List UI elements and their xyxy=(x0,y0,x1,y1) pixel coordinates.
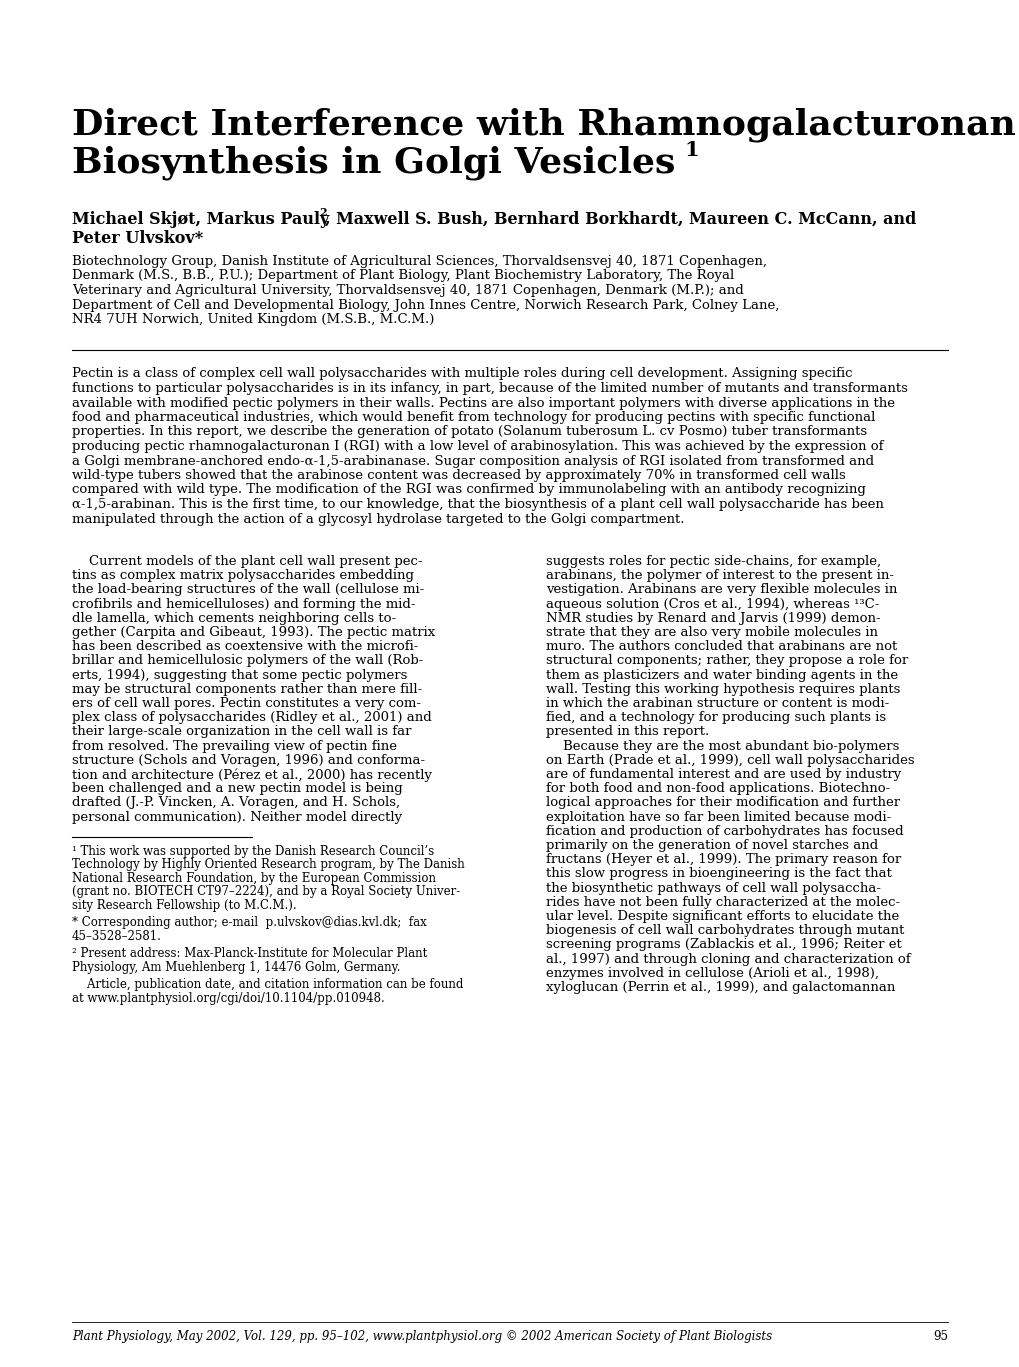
Text: rides have not been fully characterized at the molec-: rides have not been fully characterized … xyxy=(545,895,899,909)
Text: 95: 95 xyxy=(932,1330,947,1342)
Text: Veterinary and Agricultural University, Thorvaldsensvej 40, 1871 Copenhagen, Den: Veterinary and Agricultural University, … xyxy=(72,284,743,297)
Text: a Golgi membrane-anchored endo-α-1,5-arabinanase. Sugar composition analysis of : a Golgi membrane-anchored endo-α-1,5-ara… xyxy=(72,454,873,468)
Text: aqueous solution (Cros et al., 1994), whereas ¹³C-: aqueous solution (Cros et al., 1994), wh… xyxy=(545,597,878,611)
Text: structural components; rather, they propose a role for: structural components; rather, they prop… xyxy=(545,655,907,667)
Text: fructans (Heyer et al., 1999). The primary reason for: fructans (Heyer et al., 1999). The prima… xyxy=(545,853,901,867)
Text: Denmark (M.S., B.B., P.U.); Department of Plant Biology, Plant Biochemistry Labo: Denmark (M.S., B.B., P.U.); Department o… xyxy=(72,269,734,283)
Text: xyloglucan (Perrin et al., 1999), and galactomannan: xyloglucan (Perrin et al., 1999), and ga… xyxy=(545,982,895,994)
Text: 1: 1 xyxy=(684,139,698,160)
Text: sity Research Fellowship (to M.C.M.).: sity Research Fellowship (to M.C.M.). xyxy=(72,898,297,912)
Text: fied, and a technology for producing such plants is: fied, and a technology for producing suc… xyxy=(545,711,886,725)
Text: plex class of polysaccharides (Ridley et al., 2001) and: plex class of polysaccharides (Ridley et… xyxy=(72,711,431,725)
Text: Biotechnology Group, Danish Institute of Agricultural Sciences, Thorvaldsensvej : Biotechnology Group, Danish Institute of… xyxy=(72,256,766,268)
Text: tins as complex matrix polysaccharides embedding: tins as complex matrix polysaccharides e… xyxy=(72,569,414,582)
Text: structure (Schols and Voragen, 1996) and conforma-: structure (Schols and Voragen, 1996) and… xyxy=(72,753,425,767)
Text: vestigation. Arabinans are very flexible molecules in: vestigation. Arabinans are very flexible… xyxy=(545,584,897,596)
Text: in which the arabinan structure or content is modi-: in which the arabinan structure or conte… xyxy=(545,697,889,709)
Text: ers of cell wall pores. Pectin constitutes a very com-: ers of cell wall pores. Pectin constitut… xyxy=(72,697,421,709)
Text: erts, 1994), suggesting that some pectic polymers: erts, 1994), suggesting that some pectic… xyxy=(72,668,407,682)
Text: available with modified pectic polymers in their walls. Pectins are also importa: available with modified pectic polymers … xyxy=(72,396,894,410)
Text: 2: 2 xyxy=(319,206,326,217)
Text: Current models of the plant cell wall present pec-: Current models of the plant cell wall pr… xyxy=(72,555,422,569)
Text: Peter Ulvskov*: Peter Ulvskov* xyxy=(72,230,203,247)
Text: tion and architecture (Pérez et al., 2000) has recently: tion and architecture (Pérez et al., 200… xyxy=(72,768,432,782)
Text: personal communication). Neither model directly: personal communication). Neither model d… xyxy=(72,811,401,823)
Text: may be structural components rather than mere fill-: may be structural components rather than… xyxy=(72,682,422,696)
Text: fication and production of carbohydrates has focused: fication and production of carbohydrates… xyxy=(545,824,903,838)
Text: primarily on the generation of novel starches and: primarily on the generation of novel sta… xyxy=(545,839,877,852)
Text: are of fundamental interest and are used by industry: are of fundamental interest and are used… xyxy=(545,768,901,781)
Text: at www.plantphysiol.org/cgi/doi/10.1104/pp.010948.: at www.plantphysiol.org/cgi/doi/10.1104/… xyxy=(72,992,384,1005)
Text: strate that they are also very mobile molecules in: strate that they are also very mobile mo… xyxy=(545,626,877,638)
Text: them as plasticizers and water binding agents in the: them as plasticizers and water binding a… xyxy=(545,668,898,682)
Text: biogenesis of cell wall carbohydrates through mutant: biogenesis of cell wall carbohydrates th… xyxy=(545,924,904,938)
Text: National Research Foundation, by the European Commission: National Research Foundation, by the Eur… xyxy=(72,872,435,884)
Text: * Corresponding author; e-mail  p.ulvskov@dias.kvl.dk;  fax: * Corresponding author; e-mail p.ulvskov… xyxy=(72,916,426,930)
Text: crofibrils and hemicelluloses) and forming the mid-: crofibrils and hemicelluloses) and formi… xyxy=(72,597,415,611)
Text: producing pectic rhamnogalacturonan I (RGI) with a low level of arabinosylation.: producing pectic rhamnogalacturonan I (R… xyxy=(72,440,882,452)
Text: on Earth (Prade et al., 1999), cell wall polysaccharides: on Earth (Prade et al., 1999), cell wall… xyxy=(545,753,914,767)
Text: food and pharmaceutical industries, which would benefit from technology for prod: food and pharmaceutical industries, whic… xyxy=(72,411,874,424)
Text: the biosynthetic pathways of cell wall polysaccha-: the biosynthetic pathways of cell wall p… xyxy=(545,882,880,894)
Text: (grant no. BIOTECH CT97–2224), and by a Royal Society Univer-: (grant no. BIOTECH CT97–2224), and by a … xyxy=(72,886,460,898)
Text: Technology by Highly Oriented Research program, by The Danish: Technology by Highly Oriented Research p… xyxy=(72,858,465,871)
Text: manipulated through the action of a glycosyl hydrolase targeted to the Golgi com: manipulated through the action of a glyc… xyxy=(72,513,684,525)
Text: their large-scale organization in the cell wall is far: their large-scale organization in the ce… xyxy=(72,726,411,738)
Text: gether (Carpita and Gibeaut, 1993). The pectic matrix: gether (Carpita and Gibeaut, 1993). The … xyxy=(72,626,435,638)
Text: arabinans, the polymer of interest to the present in-: arabinans, the polymer of interest to th… xyxy=(545,569,893,582)
Text: this slow progress in bioengineering is the fact that: this slow progress in bioengineering is … xyxy=(545,868,891,880)
Text: Pectin is a class of complex cell wall polysaccharides with multiple roles durin: Pectin is a class of complex cell wall p… xyxy=(72,368,852,380)
Text: ¹ This work was supported by the Danish Research Council’s: ¹ This work was supported by the Danish … xyxy=(72,845,434,858)
Text: compared with wild type. The modification of the RGI was confirmed by immunolabe: compared with wild type. The modificatio… xyxy=(72,484,865,496)
Text: NMR studies by Renard and Jarvis (1999) demon-: NMR studies by Renard and Jarvis (1999) … xyxy=(545,612,879,625)
Text: from resolved. The prevailing view of pectin fine: from resolved. The prevailing view of pe… xyxy=(72,740,396,753)
Text: presented in this report.: presented in this report. xyxy=(545,726,708,738)
Text: has been described as coextensive with the microfi-: has been described as coextensive with t… xyxy=(72,640,418,653)
Text: Plant Physiology, May 2002, Vol. 129, pp. 95–102, www.plantphysiol.org © 2002 Am: Plant Physiology, May 2002, Vol. 129, pp… xyxy=(72,1330,771,1342)
Text: wall. Testing this working hypothesis requires plants: wall. Testing this working hypothesis re… xyxy=(545,682,900,696)
Text: Department of Cell and Developmental Biology, John Innes Centre, Norwich Researc: Department of Cell and Developmental Bio… xyxy=(72,298,779,312)
Text: Michael Skjøt, Markus Pauly: Michael Skjøt, Markus Pauly xyxy=(72,211,329,228)
Text: screening programs (Zablackis et al., 1996; Reiter et: screening programs (Zablackis et al., 19… xyxy=(545,938,901,951)
Text: functions to particular polysaccharides is in its infancy, in part, because of t: functions to particular polysaccharides … xyxy=(72,381,907,395)
Text: been challenged and a new pectin model is being: been challenged and a new pectin model i… xyxy=(72,782,403,796)
Text: Article, publication date, and citation information can be found: Article, publication date, and citation … xyxy=(72,979,463,991)
Text: drafted (J.-P. Vincken, A. Voragen, and H. Schols,: drafted (J.-P. Vincken, A. Voragen, and … xyxy=(72,797,399,809)
Text: wild-type tubers showed that the arabinose content was decreased by approximatel: wild-type tubers showed that the arabino… xyxy=(72,469,845,483)
Text: ² Present address: Max-Planck-Institute for Molecular Plant: ² Present address: Max-Planck-Institute … xyxy=(72,947,427,960)
Text: enzymes involved in cellulose (Arioli et al., 1998),: enzymes involved in cellulose (Arioli et… xyxy=(545,966,878,980)
Text: for both food and non-food applications. Biotechno-: for both food and non-food applications.… xyxy=(545,782,890,796)
Text: dle lamella, which cements neighboring cells to-: dle lamella, which cements neighboring c… xyxy=(72,612,395,625)
Text: , Maxwell S. Bush, Bernhard Borkhardt, Maureen C. McCann, and: , Maxwell S. Bush, Bernhard Borkhardt, M… xyxy=(325,211,915,228)
Text: NR4 7UH Norwich, United Kingdom (M.S.B., M.C.M.): NR4 7UH Norwich, United Kingdom (M.S.B.,… xyxy=(72,313,434,325)
Text: Direct Interference with Rhamnogalacturonan I: Direct Interference with Rhamnogalacturo… xyxy=(72,108,1019,142)
Text: Because they are the most abundant bio-polymers: Because they are the most abundant bio-p… xyxy=(545,740,899,753)
Text: α-1,5-arabinan. This is the first time, to our knowledge, that the biosynthesis : α-1,5-arabinan. This is the first time, … xyxy=(72,498,883,511)
Text: al., 1997) and through cloning and characterization of: al., 1997) and through cloning and chara… xyxy=(545,953,910,965)
Text: properties. In this report, we describe the generation of potato (Solanum tubero: properties. In this report, we describe … xyxy=(72,425,866,439)
Text: ular level. Despite significant efforts to elucidate the: ular level. Despite significant efforts … xyxy=(545,910,899,923)
Text: Biosynthesis in Golgi Vesicles: Biosynthesis in Golgi Vesicles xyxy=(72,146,675,180)
Text: the load-bearing structures of the wall (cellulose mi-: the load-bearing structures of the wall … xyxy=(72,584,424,596)
Text: 45–3528–2581.: 45–3528–2581. xyxy=(72,930,162,943)
Text: exploitation have so far been limited because modi-: exploitation have so far been limited be… xyxy=(545,811,891,823)
Text: Physiology, Am Muehlenberg 1, 14476 Golm, Germany.: Physiology, Am Muehlenberg 1, 14476 Golm… xyxy=(72,961,400,973)
Text: suggests roles for pectic side-chains, for example,: suggests roles for pectic side-chains, f… xyxy=(545,555,880,569)
Text: muro. The authors concluded that arabinans are not: muro. The authors concluded that arabina… xyxy=(545,640,897,653)
Text: logical approaches for their modification and further: logical approaches for their modificatio… xyxy=(545,797,899,809)
Text: brillar and hemicellulosic polymers of the wall (Rob-: brillar and hemicellulosic polymers of t… xyxy=(72,655,423,667)
